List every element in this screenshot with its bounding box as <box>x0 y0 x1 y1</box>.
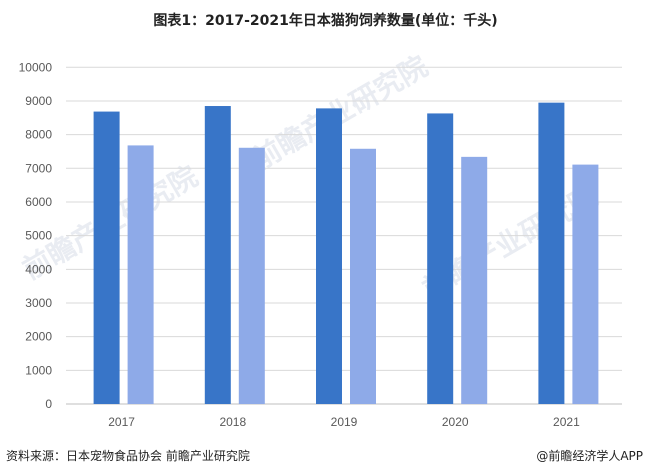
bar-2021-series2 <box>572 164 599 404</box>
bar-2017-series2 <box>127 145 154 404</box>
y-tick-label: 9000 <box>25 94 52 108</box>
y-tick-label: 1000 <box>25 363 52 377</box>
bar-2018-series1 <box>204 106 231 404</box>
x-tick-label: 2017 <box>108 415 135 429</box>
y-tick-label: 4000 <box>25 262 52 276</box>
x-tick-label: 2021 <box>553 415 580 429</box>
bar-2019-series1 <box>316 108 342 404</box>
bar-chart: 前瞻产业研究院前瞻产业研究院前瞻产业研究院0100020003000400050… <box>17 49 622 429</box>
bar-2017-series1 <box>93 111 120 404</box>
x-tick-label: 2020 <box>442 415 469 429</box>
y-tick-label: 5000 <box>25 229 52 243</box>
y-tick-label: 7000 <box>25 161 52 175</box>
bar-2018-series2 <box>238 147 265 404</box>
y-tick-label: 3000 <box>25 296 52 310</box>
y-tick-label: 6000 <box>25 195 52 209</box>
chart-title: 图表1：2017-2021年日本猫狗饲养数量(单位：千头) <box>153 13 498 29</box>
y-tick-label: 0 <box>45 397 52 411</box>
x-tick-label: 2019 <box>331 415 358 429</box>
bar-2020-series1 <box>427 113 454 404</box>
bar-2021-series1 <box>538 102 565 404</box>
y-tick-label: 8000 <box>25 128 52 142</box>
x-tick-label: 2018 <box>219 415 246 429</box>
source-note: 资料来源：日本宠物食品协会 前瞻产业研究院 <box>6 449 250 463</box>
bar-2020-series2 <box>461 156 488 404</box>
y-tick-label: 10000 <box>19 60 53 74</box>
credit-note: @前瞻经济学人APP <box>536 449 643 463</box>
bar-2019-series2 <box>350 148 376 404</box>
y-tick-label: 2000 <box>25 330 52 344</box>
